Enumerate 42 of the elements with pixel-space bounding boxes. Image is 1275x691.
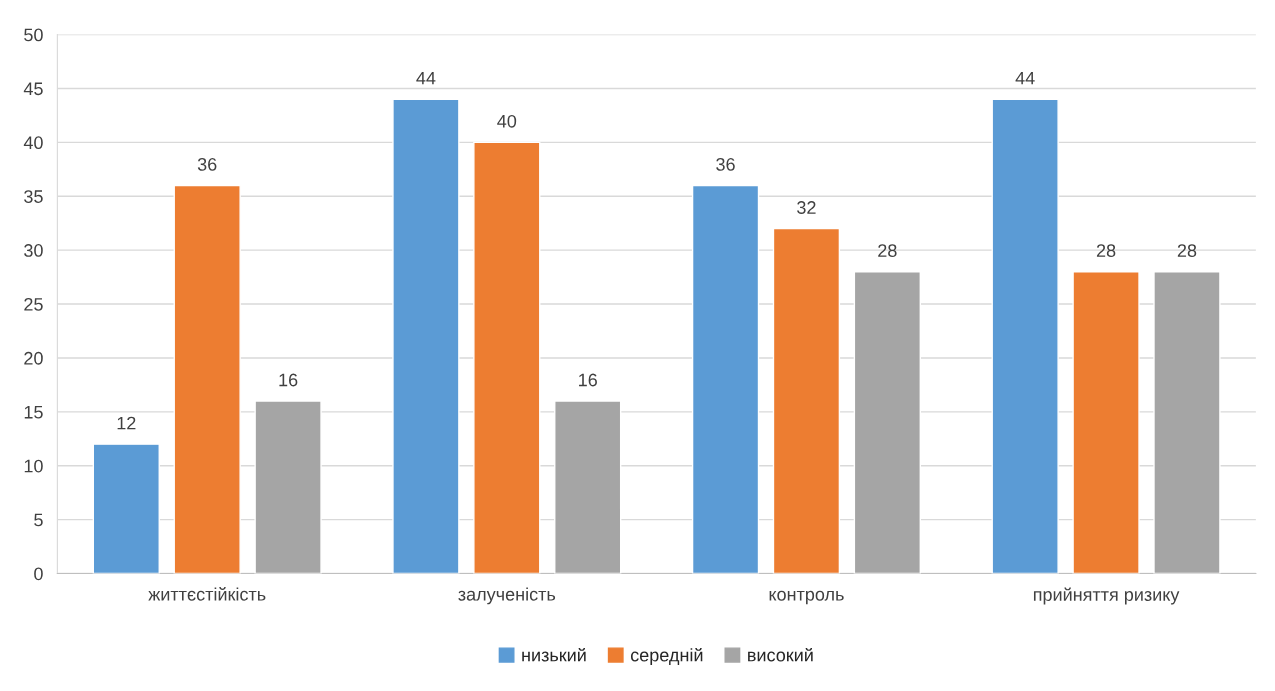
bar: [173, 184, 241, 574]
x-tick-label: прийняття ризику: [1033, 587, 1180, 605]
bar: [473, 141, 541, 574]
bar: [691, 184, 760, 574]
data-label: 16: [579, 373, 597, 387]
data-label: 28: [1096, 244, 1116, 258]
y-tick-label: 10: [24, 459, 43, 473]
y-tick-label: 20: [24, 351, 43, 365]
bar: [554, 400, 622, 574]
bar: [92, 443, 160, 574]
x-tick-label: контроль: [769, 590, 844, 605]
data-label: 16: [279, 373, 298, 387]
y-tick-label: 50: [24, 28, 43, 42]
y-tick-label: 25: [24, 297, 43, 311]
y-tick-label: 0: [34, 567, 43, 581]
y-tick-label: 5: [34, 513, 43, 527]
bar: [1072, 271, 1140, 574]
bar: [772, 227, 841, 574]
y-tick-label: 35: [24, 190, 43, 203]
y-tick-label: 45: [23, 82, 43, 96]
bar: [254, 400, 322, 574]
y-tick-label: 30: [24, 244, 43, 257]
data-label: 36: [197, 158, 217, 171]
x-tick-label: життєстійкість: [148, 587, 266, 601]
data-label: 44: [416, 71, 436, 85]
legend-label: високий: [748, 647, 813, 662]
data-label: 12: [117, 416, 136, 430]
data-label: 40: [497, 114, 517, 128]
y-tick-label: 15: [24, 405, 43, 419]
data-label: 28: [1177, 244, 1197, 258]
bar: [991, 98, 1059, 574]
y-tick-label: 40: [23, 136, 43, 150]
x-tick-label: залученість: [458, 587, 556, 605]
data-label: 32: [797, 201, 816, 214]
legend-label: середній: [630, 647, 703, 666]
data-label: 36: [716, 158, 735, 171]
data-label: 44: [1015, 71, 1035, 85]
bar: [1153, 271, 1221, 574]
bar: [392, 98, 460, 574]
bar: [853, 271, 921, 574]
data-label: 28: [878, 244, 897, 258]
legend-label: низький: [522, 647, 586, 662]
